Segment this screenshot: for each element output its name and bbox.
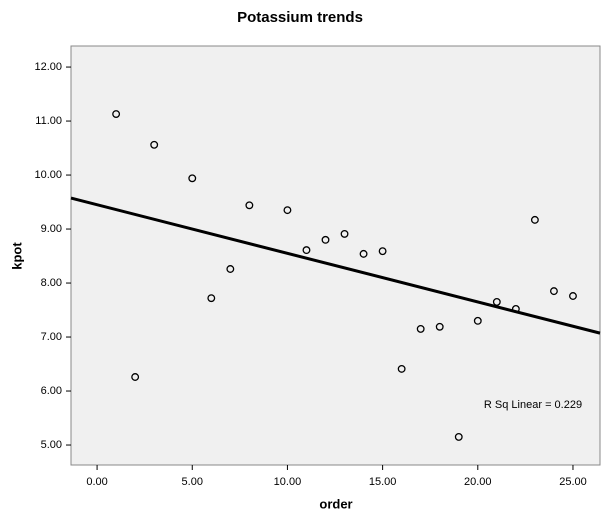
y-tick-label: 12.00 [34,61,62,73]
point [340,229,349,238]
chart-title: Potassium trends [237,9,363,26]
plot-area [70,45,601,466]
x-tick-label: 15.00 [369,476,397,488]
point [359,249,368,258]
y-axis-label: kpot [9,242,24,270]
point [226,265,235,273]
x-tick-label: 5.00 [182,476,203,488]
point [416,324,425,333]
point [131,373,140,381]
y-tick-label: 9.00 [41,223,62,235]
y-tick-label: 10.00 [34,169,62,181]
point [321,235,330,244]
fit-line [70,196,601,335]
point [188,174,197,183]
x-axis-label: order [319,496,352,511]
point [454,432,463,441]
point [378,247,387,256]
x-tick-label: 0.00 [86,476,107,488]
point [150,140,159,149]
point [435,322,444,331]
point [283,206,292,215]
point [569,292,577,300]
point [245,201,254,210]
point [473,316,482,325]
point [530,215,539,224]
y-tick-label: 5.00 [41,439,62,451]
point [112,110,121,118]
x-tick-label: 10.00 [274,476,302,488]
x-tick-label: 25.00 [559,476,587,488]
annotation: R Sq Linear = 0.229 [484,399,582,411]
x-tick-label: 20.00 [464,476,492,488]
point [397,364,406,373]
point [492,297,501,306]
y-tick-label: 7.00 [41,331,62,343]
y-tick-label: 6.00 [41,385,62,397]
point [207,294,216,303]
point [549,287,558,296]
y-tick-label: 11.00 [35,115,62,127]
y-tick-label: 8.00 [41,277,62,289]
point [302,246,311,255]
